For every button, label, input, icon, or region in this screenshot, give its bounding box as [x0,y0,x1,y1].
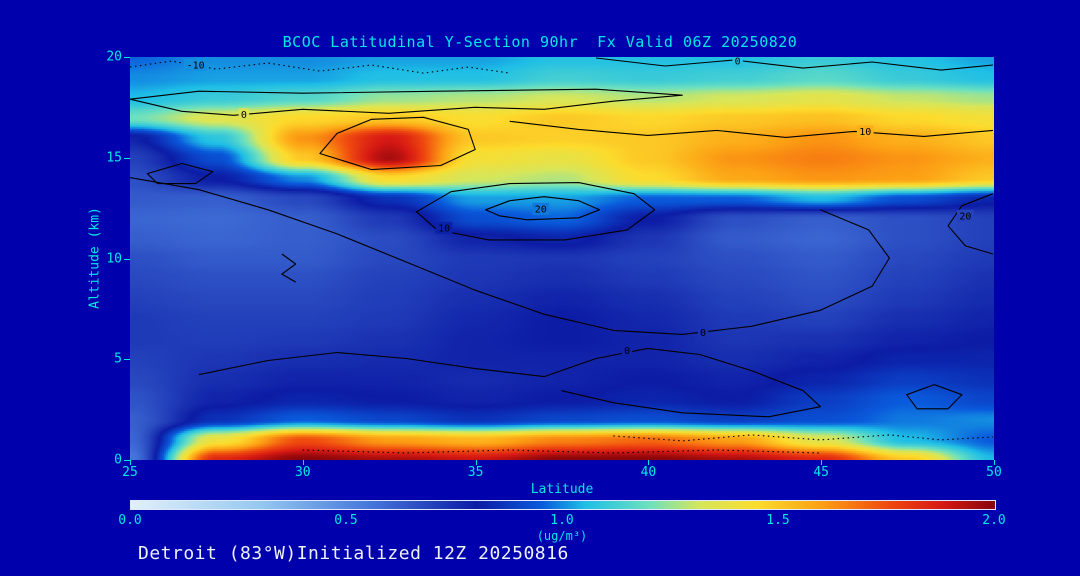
y-tick-label: 10 [106,251,122,266]
y-tick-mark [124,460,130,461]
contour-line [947,193,994,255]
colorbar-tick-label: 1.5 [766,513,790,528]
colorbar-tick-label: 1.0 [550,513,574,528]
contour-line [906,384,963,410]
colorbar-tick-label: 2.0 [982,513,1006,528]
colorbar-tick-label: 0.5 [334,513,358,528]
x-tick-mark [302,460,304,465]
y-tick-label: 0 [114,452,122,468]
contour-lines-overlay: -10 0 0 10 20 10 0 0 20 [130,57,994,454]
contour-line [613,434,994,442]
contour-label-backing [732,57,743,67]
y-tick-label: 5 [114,351,122,367]
x-tick-label: 50 [986,465,1002,480]
contour-label-backing [184,59,208,71]
x-tick-label: 45 [813,465,830,480]
contour-label: 20 [535,204,547,215]
contour-line [415,182,656,241]
colorbar-tick-label: 0.0 [118,513,142,528]
contour-line [302,449,821,454]
x-tick-label: 35 [467,465,484,480]
contour-label: 0 [241,110,247,121]
x-tick-mark [130,460,131,465]
contour-label-backing [532,202,550,215]
chart-title: BCOC Latitudinal Y-Section 90hr Fx Valid… [282,33,798,51]
x-tick-label: 30 [294,465,311,480]
contour-label-backing [957,209,974,222]
contour-line [319,116,476,171]
contour-label: -10 [187,61,205,72]
y-tick-label: 15 [106,150,122,166]
contour-label-backing [238,108,250,121]
contour-line [509,120,994,138]
contour-line [281,253,297,283]
contour-label-backing [621,344,633,357]
contour-line [130,88,683,116]
colorbar-unit: (ug/m³) [536,529,588,543]
contour-label-backing [435,221,453,234]
contour-line [146,162,214,185]
footer-text: Detroit (83°W)Initialized 12Z 20250816 [138,543,569,564]
contour-line [130,177,890,335]
x-tick-label: 40 [640,465,657,480]
x-axis-label: Latitude [530,482,594,497]
contour-line [485,196,601,221]
contour-line [595,57,994,71]
contour-label: 0 [700,328,706,339]
x-tick-mark [648,460,650,465]
contour-plot: -10 0 0 10 20 10 0 0 20 [130,57,994,460]
contour-line [198,347,821,418]
x-tick-mark [994,460,995,465]
y-tick-mark [124,57,130,58]
y-tick-mark [124,157,130,159]
y-tick-label: 20 [106,49,122,65]
contour-label-backing [856,125,874,138]
x-tick-mark [475,460,477,465]
colorbar [130,500,996,510]
x-tick-label: 25 [122,465,138,480]
contour-label-backing [697,326,709,339]
y-tick-mark [124,359,130,361]
contour-label: 10 [859,127,871,138]
contour-label: 0 [624,346,630,357]
filled-contour-canvas [130,57,994,460]
contour-label: 20 [959,211,971,222]
y-tick-mark [124,258,130,260]
contour-label: 0 [735,57,741,68]
x-tick-mark [821,460,823,465]
contour-label: 10 [438,223,450,234]
